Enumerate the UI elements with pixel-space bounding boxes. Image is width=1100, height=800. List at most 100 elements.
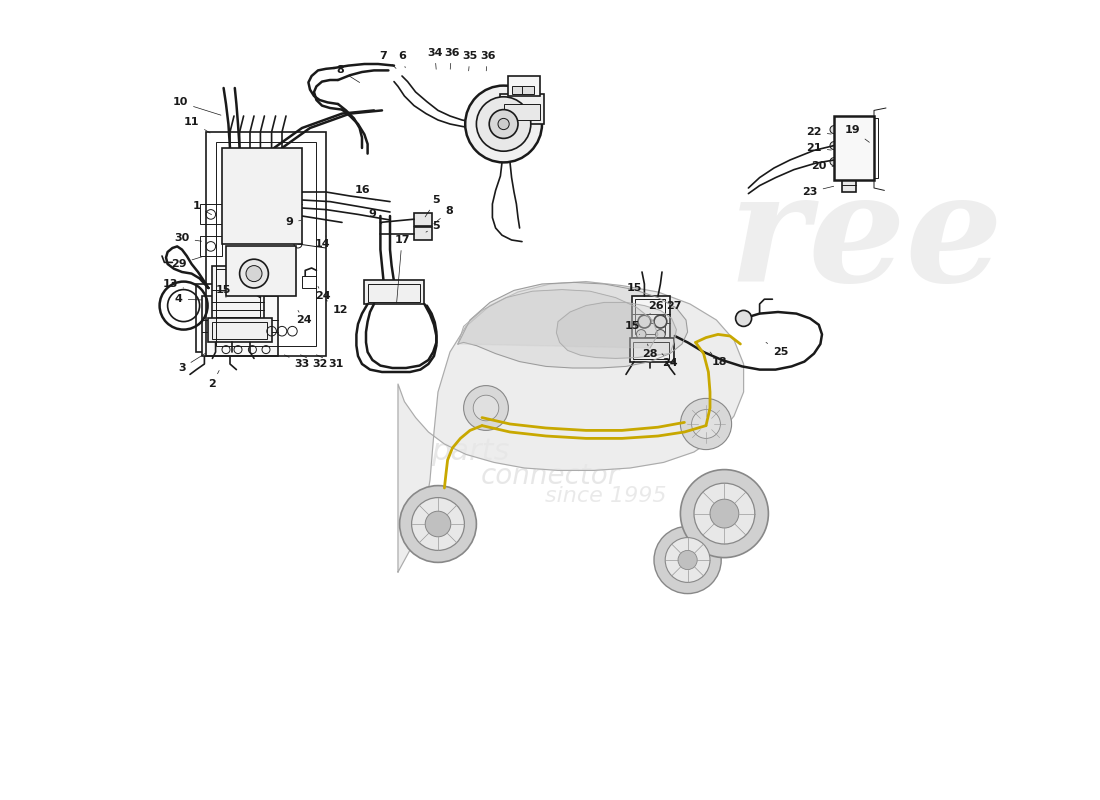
Bar <box>634 342 669 359</box>
Text: 6: 6 <box>398 51 406 68</box>
Circle shape <box>654 315 667 328</box>
Bar <box>199 204 222 224</box>
Bar <box>364 280 425 304</box>
Text: 10: 10 <box>173 98 221 115</box>
Text: 35: 35 <box>462 51 477 71</box>
Text: connector: connector <box>481 462 619 490</box>
Circle shape <box>498 118 509 130</box>
Circle shape <box>656 330 666 339</box>
Circle shape <box>246 266 262 282</box>
Bar <box>197 284 264 352</box>
Circle shape <box>692 410 720 438</box>
Bar <box>230 274 246 288</box>
Bar <box>226 246 296 296</box>
Bar <box>630 338 674 362</box>
Circle shape <box>411 498 464 550</box>
Bar <box>250 274 266 288</box>
Bar <box>302 276 317 288</box>
Text: 13: 13 <box>163 279 184 289</box>
Text: ree: ree <box>728 166 1003 314</box>
Text: 9: 9 <box>368 210 382 224</box>
Text: 9: 9 <box>285 218 301 227</box>
Bar <box>216 269 260 317</box>
Text: 15: 15 <box>216 285 231 298</box>
Circle shape <box>681 470 769 558</box>
Text: 27: 27 <box>663 301 682 316</box>
Text: 22: 22 <box>806 127 832 137</box>
Circle shape <box>678 550 697 570</box>
Polygon shape <box>458 290 658 348</box>
Text: 24: 24 <box>662 354 678 368</box>
Text: 16: 16 <box>354 186 375 200</box>
Text: 31: 31 <box>317 355 343 369</box>
Circle shape <box>681 398 732 450</box>
Circle shape <box>830 142 838 150</box>
Bar <box>508 76 540 96</box>
Text: 29: 29 <box>170 257 201 269</box>
Text: 2: 2 <box>209 370 219 389</box>
Text: 36: 36 <box>480 51 495 71</box>
Bar <box>870 118 878 178</box>
Bar <box>414 227 431 240</box>
Bar <box>212 322 267 339</box>
Text: 18: 18 <box>710 352 727 366</box>
Text: 14: 14 <box>315 236 330 249</box>
Bar <box>522 86 534 94</box>
Text: 8: 8 <box>433 206 453 224</box>
Text: 32: 32 <box>300 355 328 369</box>
Circle shape <box>463 386 508 430</box>
Text: 21: 21 <box>806 143 832 153</box>
Text: 19: 19 <box>845 125 869 142</box>
Text: 26: 26 <box>648 301 663 314</box>
Polygon shape <box>557 302 676 358</box>
Text: 15: 15 <box>627 283 645 296</box>
Text: 17: 17 <box>394 235 409 303</box>
Text: 5: 5 <box>426 221 440 232</box>
Text: 4: 4 <box>175 294 201 304</box>
Bar <box>202 296 278 356</box>
Circle shape <box>694 483 755 544</box>
Bar <box>631 296 670 338</box>
Text: 23: 23 <box>802 186 834 197</box>
Text: 30: 30 <box>175 234 201 243</box>
Bar <box>504 104 540 120</box>
Circle shape <box>654 526 722 594</box>
Text: 36: 36 <box>444 48 460 70</box>
Text: 3: 3 <box>178 354 206 373</box>
Circle shape <box>476 97 531 151</box>
Bar <box>834 116 874 180</box>
Text: 25: 25 <box>766 342 788 357</box>
Circle shape <box>426 511 451 537</box>
Circle shape <box>638 315 651 328</box>
Bar <box>414 213 431 226</box>
Polygon shape <box>398 282 744 572</box>
Text: 33: 33 <box>285 355 309 369</box>
Text: parts: parts <box>431 438 509 466</box>
Text: 34: 34 <box>427 48 442 70</box>
Circle shape <box>473 395 498 421</box>
Text: 15: 15 <box>625 322 640 334</box>
Circle shape <box>465 86 542 162</box>
Bar <box>206 132 326 356</box>
Circle shape <box>830 158 838 166</box>
Bar <box>216 142 316 346</box>
Text: 28: 28 <box>642 344 658 358</box>
Text: 20: 20 <box>811 161 834 170</box>
Circle shape <box>399 486 476 562</box>
Text: 5: 5 <box>425 195 440 217</box>
Bar <box>842 178 857 192</box>
Text: 1: 1 <box>192 202 211 214</box>
Text: since 1995: since 1995 <box>546 486 667 506</box>
Bar <box>367 284 419 302</box>
Text: 7: 7 <box>379 51 396 69</box>
Bar <box>512 86 524 94</box>
Text: 8: 8 <box>337 66 360 82</box>
Text: 12: 12 <box>326 300 348 314</box>
Bar <box>635 299 666 334</box>
Circle shape <box>240 259 268 288</box>
Circle shape <box>490 110 518 138</box>
Text: 24: 24 <box>296 310 311 325</box>
Polygon shape <box>458 282 688 368</box>
Circle shape <box>637 330 646 339</box>
Text: 24: 24 <box>315 286 331 301</box>
